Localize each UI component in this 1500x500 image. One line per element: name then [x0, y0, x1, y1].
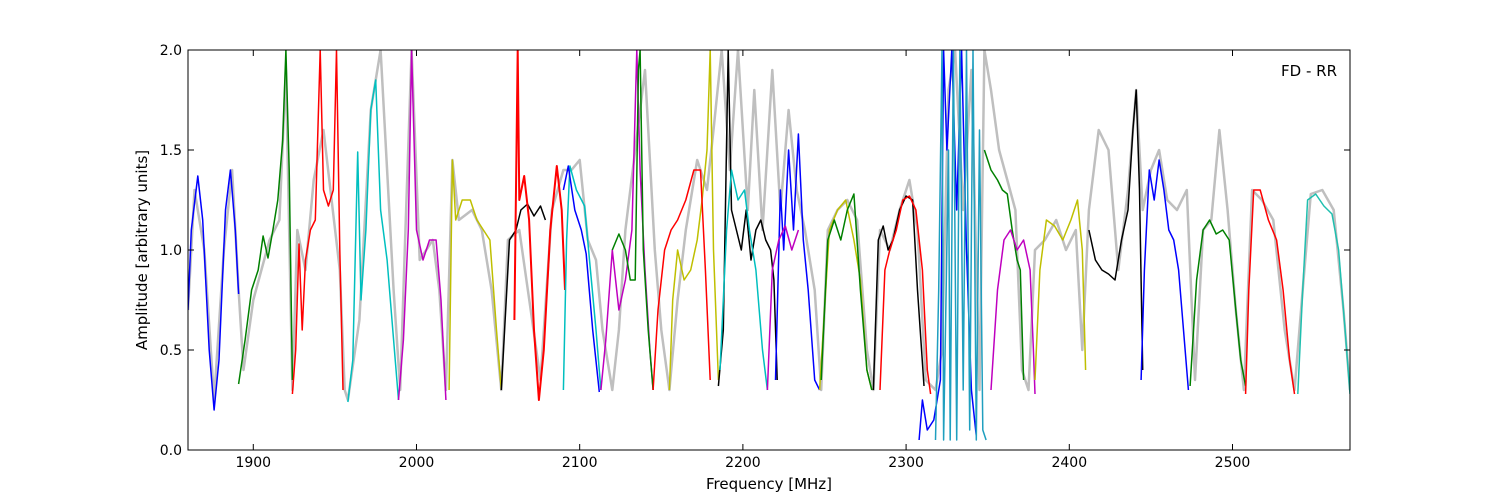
- series-line-17: [774, 133, 821, 391]
- series-line-14: [652, 169, 711, 391]
- series-line-30: [1189, 219, 1247, 387]
- series-line-31: [1244, 189, 1296, 395]
- series-line-1: [188, 169, 240, 411]
- series-line-15: [717, 50, 778, 387]
- series-line-18: [766, 225, 800, 391]
- series-line-23: [918, 50, 978, 441]
- y-tick-label: 1.5: [160, 143, 182, 159]
- series-line-4: [347, 79, 400, 403]
- series-line-10: [562, 165, 601, 393]
- y-tick-label: 1.0: [160, 243, 182, 259]
- series-line-27: [1034, 199, 1087, 381]
- series-line-28: [1088, 89, 1144, 371]
- series-line-16: [719, 169, 769, 391]
- y-tick-label: 2.0: [160, 43, 182, 59]
- series-line-26: [990, 229, 1036, 395]
- series-line-5: [397, 50, 447, 401]
- series-line-32: [1297, 193, 1350, 395]
- series-line-2: [237, 50, 294, 385]
- x-axis-label: Frequency [MHz]: [706, 475, 832, 493]
- series-line-7: [500, 203, 547, 391]
- x-tick-label: 1900: [235, 455, 271, 471]
- x-tick-label: 2400: [1051, 455, 1087, 471]
- series-line-3: [291, 50, 344, 395]
- series-line-25: [983, 149, 1025, 381]
- series-layer: [188, 50, 1350, 441]
- y-tick-label: 0.0: [160, 443, 182, 459]
- series-line-20: [820, 193, 873, 391]
- series-line-8: [513, 50, 566, 401]
- ticks-layer: 1900 2000 2100 2200 2300 2400 2500 0.0 0.5 1.0 1.5…: [160, 43, 1350, 471]
- series-line-24: [934, 50, 987, 441]
- series-line-29: [1140, 159, 1190, 391]
- x-tick-label: 2200: [725, 455, 761, 471]
- series-line-22: [879, 195, 932, 395]
- y-tick-label: 0.5: [160, 343, 182, 359]
- x-tick-label: 2000: [399, 455, 435, 471]
- x-tick-label: 2100: [562, 455, 598, 471]
- chart-annotation: FD - RR: [1281, 62, 1337, 80]
- series-line-6: [448, 159, 503, 391]
- series-line-12: [611, 50, 654, 391]
- series-line-21: [872, 195, 925, 391]
- series-line-9: [562, 165, 602, 391]
- x-tick-label: 2500: [1215, 455, 1251, 471]
- series-line-13: [668, 50, 720, 391]
- x-tick-label: 2300: [888, 455, 924, 471]
- y-axis-label: Amplitude [arbitrary units]: [133, 150, 151, 350]
